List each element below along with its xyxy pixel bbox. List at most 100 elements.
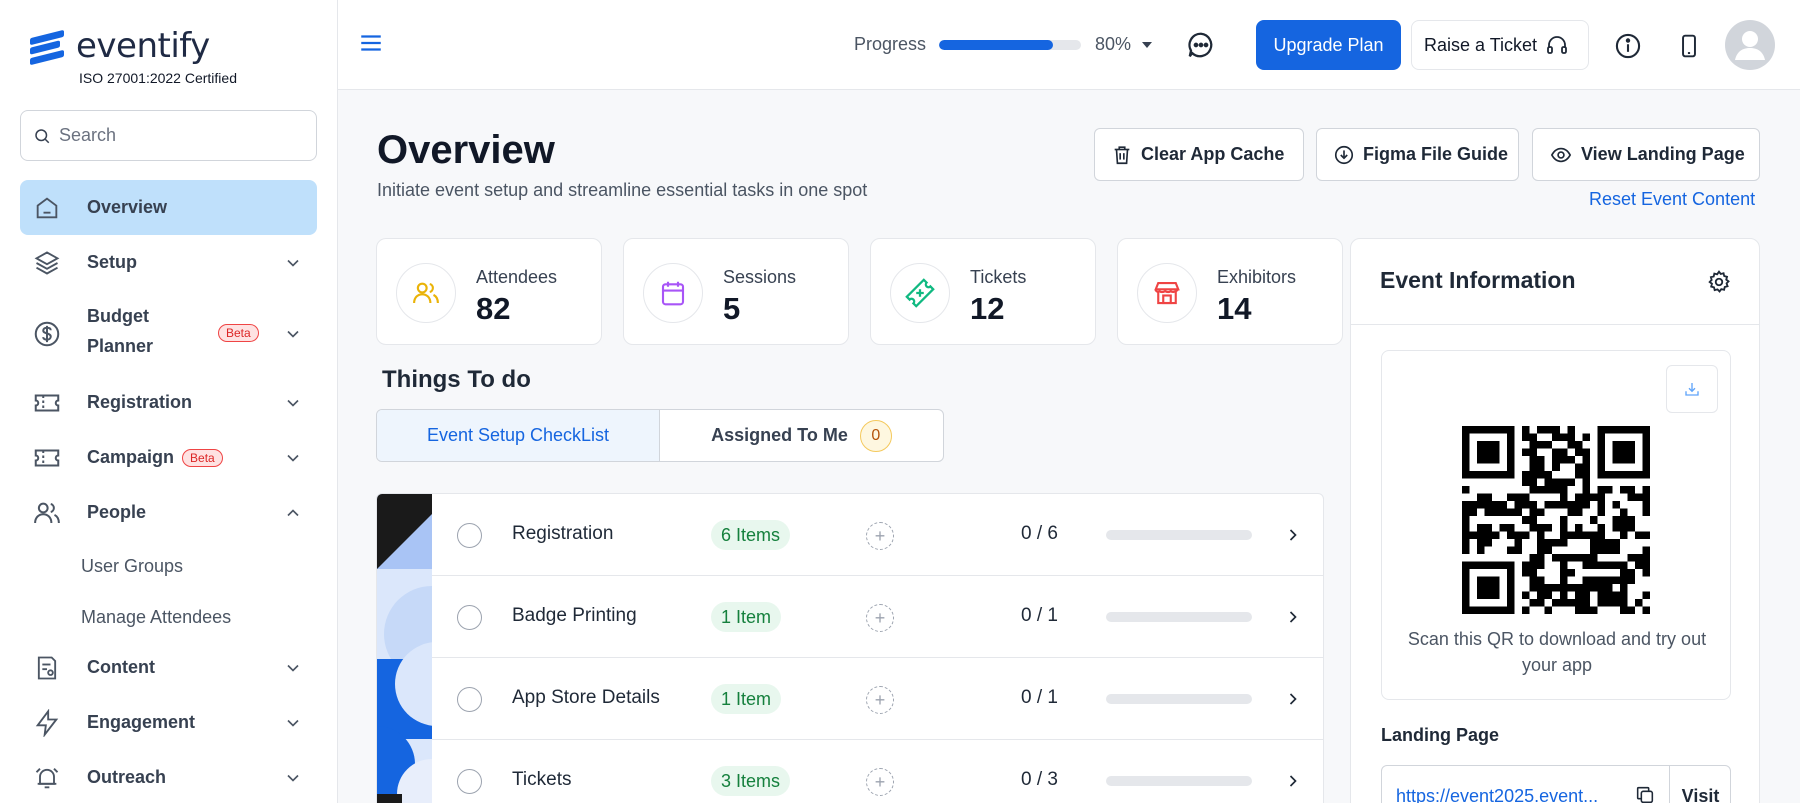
items-badge: 1 Item: [711, 602, 782, 632]
chevron-right-icon[interactable]: [1283, 525, 1303, 545]
landing-page-field: https://event2025.event... Visit: [1381, 765, 1731, 803]
row-count: 0 / 1: [1021, 605, 1058, 626]
add-item-button[interactable]: +: [866, 686, 894, 714]
tab-assigned-label: Assigned To Me: [711, 425, 848, 445]
checklist-row-badge-printing[interactable]: Badge Printing 1 Item + 0 / 1: [432, 576, 1323, 658]
row-radio[interactable]: [457, 769, 482, 794]
mobile-phone-icon[interactable]: [1676, 32, 1702, 60]
sidebar-subitem-user-groups[interactable]: User Groups: [81, 556, 184, 576]
search-input[interactable]: [59, 125, 299, 146]
sidebar-item-registration[interactable]: Registration: [20, 375, 317, 430]
landing-page-url[interactable]: https://event2025.event...: [1396, 786, 1599, 803]
qr-code: [1462, 426, 1650, 614]
chevron-down-icon: [287, 774, 299, 782]
users-icon: [396, 263, 456, 323]
ticket-icon: [32, 443, 62, 473]
figma-file-guide-label: Figma File Guide: [1363, 144, 1509, 164]
chevron-right-icon[interactable]: [1283, 607, 1303, 627]
sidebar-item-overview[interactable]: Overview: [20, 180, 317, 235]
stat-value: 82: [476, 291, 511, 326]
qr-caption: Scan this QR to download and try out you…: [1407, 629, 1707, 675]
raise-ticket-button[interactable]: Raise a Ticket: [1411, 20, 1589, 70]
chevron-up-icon: [287, 508, 299, 516]
sidebar-item-label: People: [87, 502, 147, 522]
stat-card-sessions[interactable]: Sessions 5: [623, 238, 849, 345]
qr-card: Scan this QR to download and try out you…: [1381, 350, 1731, 700]
items-badge: 6 Items: [711, 520, 791, 550]
brand-name: eventify: [76, 26, 210, 66]
sidebar-item-label: Content: [87, 657, 155, 677]
clear-app-cache-button[interactable]: Clear App Cache: [1094, 128, 1304, 181]
event-information-panel: Event Information Scan this QR to downlo…: [1350, 238, 1760, 803]
items-badge: 3 Items: [711, 766, 791, 796]
beta-badge: Beta: [182, 449, 223, 468]
info-icon[interactable]: [1614, 32, 1642, 60]
add-item-button[interactable]: +: [866, 522, 894, 550]
sidebar-subitem-manage-attendees[interactable]: Manage Attendees: [81, 607, 232, 627]
add-item-button[interactable]: +: [866, 768, 894, 796]
search-icon: [35, 128, 50, 143]
row-progress-bar: [1106, 776, 1252, 786]
row-radio[interactable]: [457, 687, 482, 712]
topbar: Progress 80% Upgrade Plan Raise a Ticket: [338, 0, 1800, 90]
chevron-right-icon[interactable]: [1283, 771, 1303, 791]
stat-card-attendees[interactable]: Attendees 82: [376, 238, 602, 345]
figma-file-guide-button[interactable]: Figma File Guide: [1316, 128, 1519, 181]
sidebar-item-budget-planner[interactable]: Budget Planner Beta: [20, 300, 317, 368]
download-circle-icon: [1334, 145, 1354, 164]
visit-button[interactable]: Visit: [1669, 766, 1731, 803]
stat-card-exhibitors[interactable]: Exhibitors 14: [1117, 238, 1343, 345]
gear-icon[interactable]: [1706, 269, 1732, 295]
upgrade-plan-button[interactable]: Upgrade Plan: [1256, 20, 1401, 70]
reset-event-content-link[interactable]: Reset Event Content: [1589, 189, 1756, 209]
checklist-row-registration[interactable]: Registration 6 Items + 0 / 6: [432, 494, 1323, 576]
setup-checklist: Registration 6 Items + 0 / 6 Badge Print…: [376, 493, 1324, 803]
checklist-row-app-store-details[interactable]: App Store Details 1 Item + 0 / 1: [432, 658, 1323, 740]
trash-icon: [1114, 145, 1130, 164]
caret-down-icon[interactable]: [1141, 40, 1153, 50]
tab-assigned-to-me[interactable]: Assigned To Me 0: [660, 410, 943, 461]
view-landing-page-button[interactable]: View Landing Page: [1532, 128, 1760, 181]
stat-card-tickets[interactable]: Tickets 12: [870, 238, 1096, 345]
stat-label: Sessions: [723, 267, 797, 287]
chevron-down-icon: [287, 719, 299, 727]
items-badge: 1 Item: [711, 684, 782, 714]
copy-icon[interactable]: [1634, 784, 1656, 803]
logo[interactable]: eventify: [28, 26, 210, 66]
hamburger-menu-icon[interactable]: [358, 30, 384, 56]
home-icon: [32, 193, 62, 223]
event-information-title: Event Information: [1380, 267, 1576, 293]
add-item-button[interactable]: +: [866, 604, 894, 632]
sidebar-item-content[interactable]: Content: [20, 640, 317, 695]
chevron-down-icon: [287, 330, 299, 338]
chevron-right-icon[interactable]: [1283, 689, 1303, 709]
stat-value: 14: [1217, 291, 1252, 326]
divider: [1351, 324, 1759, 325]
page-title: Overview: [377, 128, 555, 172]
users-icon: [32, 498, 62, 528]
checklist-row-tickets[interactable]: Tickets 3 Items + 0 / 3: [432, 740, 1323, 803]
sidebar-item-label: Engagement: [87, 712, 196, 732]
landing-page-label: Landing Page: [1381, 725, 1500, 745]
search-box[interactable]: [20, 110, 317, 161]
stat-label: Attendees: [476, 267, 558, 287]
sidebar-item-campaign[interactable]: Campaign Beta: [20, 430, 317, 485]
row-name: App Store Details: [512, 687, 660, 708]
things-to-do-title: Things To do: [382, 366, 531, 393]
progress-percent[interactable]: 80%: [1095, 34, 1132, 54]
sidebar-item-engagement[interactable]: Engagement: [20, 695, 317, 750]
row-count: 0 / 6: [1021, 523, 1058, 544]
avatar[interactable]: [1725, 20, 1775, 70]
tab-event-setup-checklist[interactable]: Event Setup CheckList: [377, 410, 660, 461]
dollar-circle-icon: [32, 319, 62, 349]
row-radio[interactable]: [457, 605, 482, 630]
row-count: 0 / 1: [1021, 687, 1058, 708]
chat-bubble-icon[interactable]: [1186, 30, 1216, 60]
sidebar-item-people[interactable]: People: [20, 485, 317, 540]
chevron-down-icon: [287, 399, 299, 407]
layers-icon: [32, 248, 62, 278]
download-qr-button[interactable]: [1666, 365, 1718, 413]
row-radio[interactable]: [457, 523, 482, 548]
sidebar-item-outreach[interactable]: Outreach: [20, 750, 317, 803]
sidebar-item-setup[interactable]: Setup: [20, 235, 317, 290]
